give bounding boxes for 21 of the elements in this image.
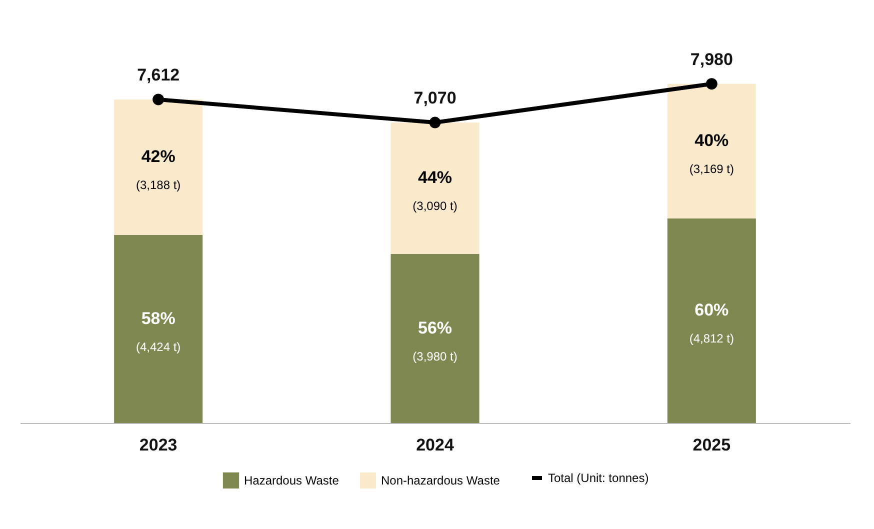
bar [390, 122, 480, 254]
legend-label: Total (Unit: tonnes) [548, 471, 649, 485]
bar [114, 99, 203, 235]
legend-label: Non-hazardous Waste [381, 473, 500, 488]
text: 44% (3,090 t) [412, 168, 458, 214]
data-label: 7,612 [137, 65, 180, 84]
text: 42% (3,188 t) [136, 147, 181, 192]
text: 40% (3,169 t) [689, 131, 734, 176]
text: 58% (4,424 t) [136, 308, 181, 354]
data-label: 7,980 [690, 50, 733, 69]
data-label: 7,070 [414, 88, 456, 108]
x-tick-label: 2025 [692, 436, 731, 454]
text: 56% (3,980 t) [412, 318, 458, 364]
bar [114, 234, 203, 423]
x-tick-label: 2023 [139, 436, 178, 454]
bar [390, 254, 480, 423]
bar [667, 218, 756, 423]
legend-label: Hazardous Waste [244, 473, 340, 488]
text: 60% (4,812 t) [689, 300, 734, 346]
bar [667, 84, 756, 218]
x-tick-label: 2024 [416, 436, 454, 454]
